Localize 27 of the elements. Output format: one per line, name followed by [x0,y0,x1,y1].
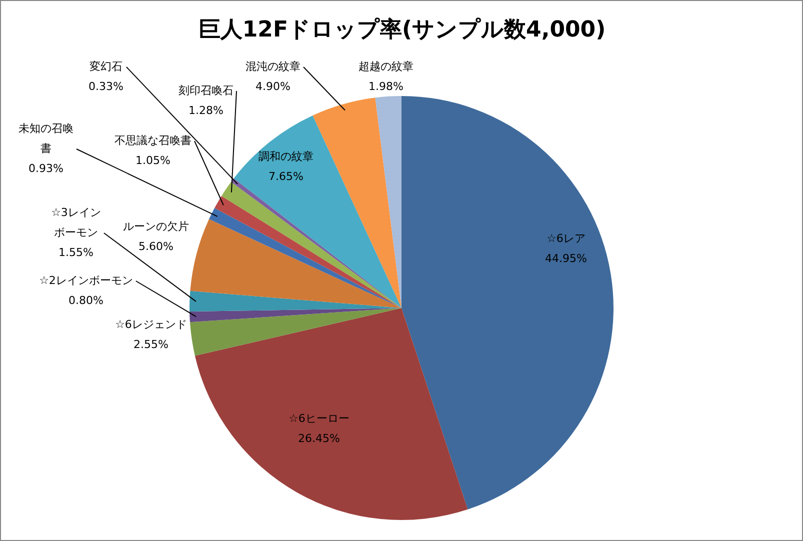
slice-label: ☆6ヒーロー [288,412,350,425]
data-label: 1.05% [136,154,170,167]
data-label: 44.95% [545,252,587,265]
slice-label: ☆6レジェンド [115,318,187,331]
data-label: 4.90% [256,80,290,93]
slice-label: 不思議な召喚書 [114,134,192,147]
slice-label: ☆2レインボーモン [39,274,133,287]
slice-label: 変幻石 [90,60,122,73]
data-label: 7.65% [268,170,304,183]
data-label: 1.28% [188,104,224,117]
slice-label: ☆6レア [546,232,586,245]
chart-title: 巨人12Fドロップ率(サンプル数4,000) [198,16,606,43]
data-label: 0.80% [68,294,104,307]
slice-label: 調和の紋章 [258,150,314,163]
slice-label: 混沌の紋章 [246,60,300,73]
slice-label: ルーンの欠片 [123,220,189,233]
data-label: 1.98% [368,80,404,93]
data-label: 26.45% [298,432,340,445]
slice-label: 刻印召喚石 [178,84,234,97]
slice-label: ☆3レインボーモン [51,206,101,239]
data-label: 1.55% [58,246,94,259]
data-label: 5.60% [138,240,174,253]
data-label: 0.93% [28,162,64,175]
data-label: 2.55% [134,338,168,351]
data-label: 0.33% [88,80,124,93]
slice-label: 未知の召喚書 [18,122,74,155]
slice-label: 超越の紋章 [358,60,414,73]
